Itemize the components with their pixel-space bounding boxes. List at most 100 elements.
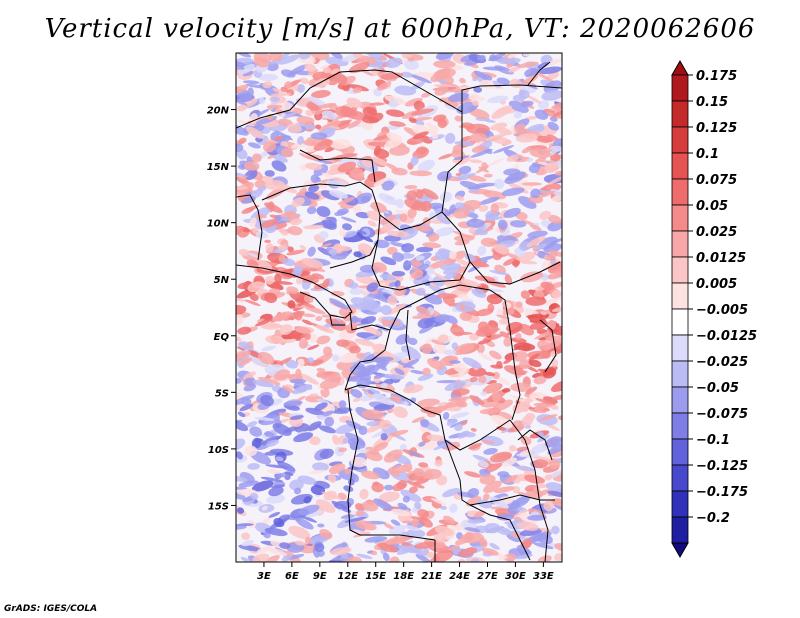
field-cell [322, 346, 333, 357]
field-cell [297, 475, 317, 485]
colorbar-label: 0.1 [696, 147, 719, 162]
field-cell [379, 214, 397, 225]
field-cell [316, 371, 325, 378]
field-cell [422, 468, 442, 480]
field-cell [458, 165, 472, 175]
field-cell [468, 93, 481, 101]
field-cell [547, 174, 562, 186]
field-cell [312, 462, 329, 472]
field-cell [415, 554, 431, 562]
field-cell [511, 337, 527, 344]
field-cell [315, 124, 322, 130]
lat-tick-label: 5S [215, 388, 229, 399]
field-cell [410, 81, 425, 91]
field-cell [434, 314, 451, 323]
field-cell [236, 297, 248, 302]
field-cell [299, 77, 309, 84]
field-cell [482, 439, 495, 445]
field-cell [414, 119, 425, 126]
field-cell [320, 375, 341, 383]
field-cell [436, 293, 458, 300]
field-cell [545, 251, 558, 261]
field-cell [391, 270, 406, 277]
field-cell [297, 84, 306, 94]
field-cell [314, 402, 328, 411]
field-cell [236, 350, 251, 363]
field-cell [304, 536, 312, 545]
field-cell [452, 144, 463, 155]
lon-tick-label: 27E [477, 571, 498, 582]
field-cell [466, 123, 490, 135]
field-cell [360, 316, 376, 325]
border-line [344, 384, 511, 451]
colorbar-label: −0.175 [696, 485, 748, 500]
field-cell [478, 205, 489, 212]
field-cell [486, 293, 503, 305]
field-cell [454, 234, 475, 242]
field-cell [510, 220, 527, 228]
field-cell [244, 377, 257, 387]
field-cell [449, 503, 458, 513]
colorbar-label: 0.0125 [696, 251, 746, 266]
field-cell [364, 450, 383, 462]
field-cell [289, 218, 303, 226]
field-cell [460, 532, 484, 544]
field-cell [273, 369, 291, 381]
field-cell [412, 131, 429, 140]
lon-tick-label: 9E [313, 571, 327, 582]
field-cell [301, 319, 313, 326]
field-cell [524, 474, 546, 484]
field-cell [521, 146, 532, 154]
field-cell [416, 246, 434, 253]
field-cell [383, 523, 394, 530]
field-cell [410, 155, 419, 166]
field-cell [350, 389, 363, 398]
field-cell [366, 210, 383, 222]
field-cell [526, 123, 544, 132]
field-cell [330, 547, 352, 556]
field-cell [496, 308, 504, 316]
field-cell [264, 527, 288, 537]
field-cell [392, 406, 408, 419]
field-cell [552, 110, 562, 118]
credit-label: GrADS: IGES/COLA [4, 604, 98, 614]
field-cell [418, 462, 429, 468]
colorbar-label: −0.05 [696, 381, 739, 396]
field-cell [420, 92, 431, 98]
colorbar-swatch [671, 360, 689, 388]
field-cell [483, 480, 502, 493]
field-cell [531, 459, 549, 469]
field-cell [471, 288, 487, 298]
field-cell [349, 345, 361, 354]
field-cell [240, 397, 252, 406]
field-cell [264, 202, 283, 214]
field-cell [497, 219, 508, 230]
field-cell [253, 56, 270, 68]
field-cell [273, 135, 283, 141]
field-cell [512, 403, 525, 414]
field-cell [383, 449, 403, 463]
field-cell [323, 490, 337, 501]
field-cell [372, 393, 395, 406]
field-cell [329, 463, 346, 474]
field-cell [496, 77, 510, 85]
field-cell [237, 326, 252, 335]
field-cell [237, 164, 246, 170]
field-cell [551, 289, 562, 299]
field-cell [334, 153, 358, 159]
field-cell [242, 371, 256, 380]
field-cell [388, 120, 406, 127]
field-cell [371, 66, 380, 77]
field-cell [241, 532, 251, 541]
field-cell [548, 303, 557, 310]
field-cell [437, 334, 449, 343]
field-cell [273, 518, 285, 528]
field-cell [309, 393, 319, 397]
field-cell [248, 142, 261, 149]
field-cell [479, 407, 502, 415]
field-cell [329, 248, 338, 256]
field-cell [350, 315, 359, 324]
field-cell [318, 231, 329, 239]
field-cell [302, 139, 317, 147]
field-cell [261, 505, 268, 511]
